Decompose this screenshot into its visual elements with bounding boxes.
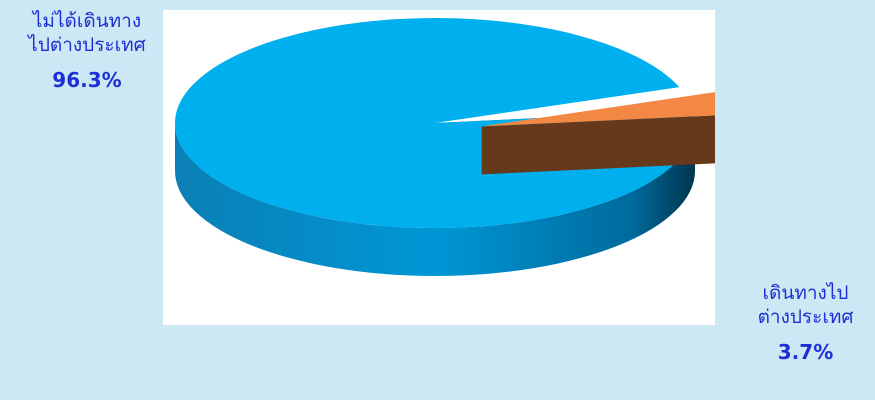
slice-label-traveling: เดินทางไป ต่างประเทศ 3.7% <box>738 282 873 365</box>
slice-percent: 96.3% <box>52 67 122 92</box>
slice-name-line2: ต่างประเทศ <box>757 305 854 328</box>
slice-not-traveling <box>174 17 695 228</box>
pie-chart <box>174 17 715 276</box>
slice-traveling <box>481 92 715 127</box>
slice-side-not-traveling <box>175 123 695 276</box>
slice-cut-face-traveling <box>481 115 715 175</box>
slice-label-not-traveling: ไม่ได้เดินทาง ไปต่างประเทศ 96.3% <box>2 10 172 93</box>
slice-name-line2: ไปต่างประเทศ <box>28 33 146 56</box>
slice-name-line1: ไม่ได้เดินทาง <box>32 10 142 32</box>
slice-name-line1: เดินทางไป <box>762 282 849 304</box>
slice-percent: 3.7% <box>777 339 834 364</box>
